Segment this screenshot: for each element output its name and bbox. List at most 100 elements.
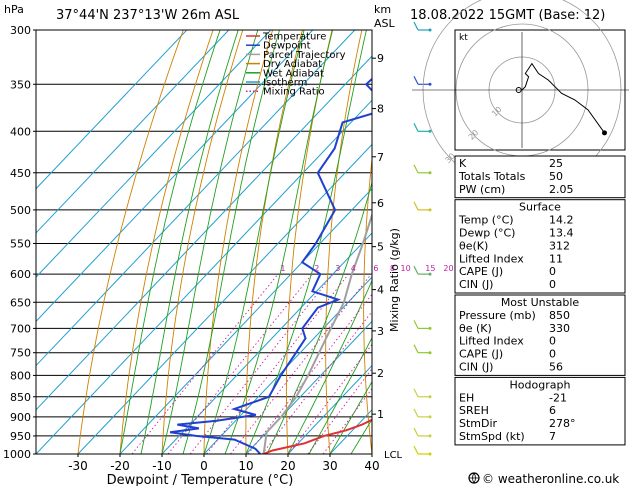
mixing-ratio-label: 2 (314, 264, 319, 273)
indices-table-frame (454, 155, 626, 199)
isotherm-line (203, 276, 372, 454)
temperature-tick-label: 10 (238, 459, 253, 473)
wind-barb (413, 123, 432, 133)
dry-adiabat-line (203, 30, 274, 454)
most-unstable-table-row-label: θe (K) (459, 322, 492, 335)
wet-adiabat-line (161, 30, 259, 454)
plot-profiles (169, 77, 372, 454)
copyright-label: © weatheronline.co.uk (482, 472, 619, 486)
hodograph-table-row-value: 278° (549, 417, 576, 430)
legend-label: Dry Adiabat (263, 59, 322, 70)
legend-label: Isotherm (263, 78, 307, 89)
hodograph-table-row-label: SREH (459, 404, 489, 417)
lcl-label: LCL (384, 450, 403, 461)
wind-barbs (413, 21, 432, 456)
wind-barb-dot (428, 434, 432, 438)
pressure-tick-label: 950 (10, 430, 31, 443)
most-unstable-table-row-value: 0 (549, 348, 556, 361)
mixing-ratio-line (206, 273, 349, 454)
hodograph-table-row-label: EH (459, 391, 474, 404)
pressure-tick-label: 650 (10, 296, 31, 309)
surface-table-row-label: CAPE (J) (459, 265, 503, 278)
mixing-ratio-line (230, 273, 372, 454)
wind-barb-flag (413, 344, 419, 353)
pressure-tick-label: 350 (10, 78, 31, 91)
wind-barb (413, 201, 432, 212)
globe-meridian (469, 472, 479, 484)
wind-barb-dot (428, 129, 432, 133)
wind-barb-dot (428, 415, 432, 419)
wind-barb (413, 76, 432, 86)
mixing-ratio-axis-label: Mixing Ratio (g/kg) (388, 228, 401, 332)
km-tick-label: 6 (377, 197, 384, 210)
mixing-ratio-label: 4 (351, 264, 356, 273)
dry-adiabat-line (77, 30, 184, 454)
wind-barb-dot (428, 326, 432, 330)
km-tick-label: 7 (377, 151, 384, 164)
temperature-tick-label: 40 (364, 459, 379, 473)
pressure-tick-label: 600 (10, 268, 31, 281)
surface-table-row-value: 312 (549, 239, 570, 252)
legend-label: Mixing Ratio (263, 87, 325, 98)
isotherm-line (36, 55, 372, 411)
wind-barb (413, 408, 432, 419)
hodograph-trace (521, 62, 605, 134)
hodograph-table-title: Hodograph (510, 378, 571, 391)
wet-adiabat-line (245, 30, 367, 454)
most-unstable-table-row-label: CIN (J) (459, 361, 493, 374)
most-unstable-table-row-value: 850 (549, 309, 570, 322)
mixing-ratio-line (167, 273, 313, 454)
temperature-tick-label: 20 (280, 459, 295, 473)
isotherm-line (245, 320, 372, 454)
isotherm-line (287, 364, 372, 454)
valid-time-label: 18.08.2022 15GMT (Base: 12) (410, 8, 605, 23)
pressure-tick-label: 300 (10, 24, 31, 37)
surface-table-row-value: 14.2 (549, 214, 574, 227)
surface-table-row-value: 11 (549, 252, 563, 265)
wet-adiabat-line (203, 30, 305, 454)
wind-barb-dot (428, 272, 432, 276)
wet-adiabat-line (182, 30, 280, 454)
wet-adiabat-line (329, 380, 372, 454)
isotherm-line (119, 188, 372, 454)
hodograph-table-row-value: 7 (549, 430, 556, 443)
wind-barb-flag (413, 164, 419, 174)
most-unstable-table-row-value: 56 (549, 361, 563, 374)
wind-barb-flag (413, 388, 419, 398)
hodograph-table-row-label: StmDir (459, 417, 498, 430)
legend-label: Temperature (262, 32, 326, 43)
pressure-tick-label: 550 (10, 237, 31, 250)
wind-barb-dot (428, 82, 432, 86)
temperature-tick-label: -10 (152, 459, 172, 473)
wind-barb-flag (413, 76, 419, 85)
dry-adiabat-line (161, 30, 244, 454)
temperature-tick-label: 0 (200, 459, 208, 473)
parcel-trajectory-line (262, 211, 372, 454)
wind-barb-flag (413, 265, 419, 275)
km-unit-label: km (374, 3, 391, 16)
temperature-tick-label: 30 (322, 459, 337, 473)
most-unstable-table-frame (454, 294, 626, 376)
surface-table-row-value: 0 (549, 278, 556, 291)
indices-table-row-value: 2.05 (549, 183, 574, 196)
wind-barb-dot (428, 395, 432, 399)
most-unstable-table-row-label: Lifted Index (459, 335, 524, 348)
dewpoint-line (169, 77, 372, 454)
km-tick-label: 5 (377, 241, 384, 254)
mixing-ratio-label: 1 (280, 264, 285, 273)
wind-barb (413, 265, 432, 276)
pressure-tick-label: 500 (10, 204, 31, 217)
temperature-axis: -30 -20 -10 0 10 20 30 40 (68, 454, 380, 473)
hodograph-table-row-value: -21 (549, 391, 567, 404)
legend-label: Dewpoint (263, 41, 311, 52)
km-tick-label: 2 (377, 367, 384, 380)
wind-barb-dot (428, 351, 432, 355)
wind-barb (413, 164, 432, 175)
wind-barb (413, 320, 432, 330)
x-axis-label: Dewpoint / Temperature (°C) (107, 473, 294, 486)
most-unstable-table-row-value: 330 (549, 322, 570, 335)
wind-barb-flag (413, 123, 419, 132)
surface-table-row-label: Temp (°C) (458, 214, 514, 227)
